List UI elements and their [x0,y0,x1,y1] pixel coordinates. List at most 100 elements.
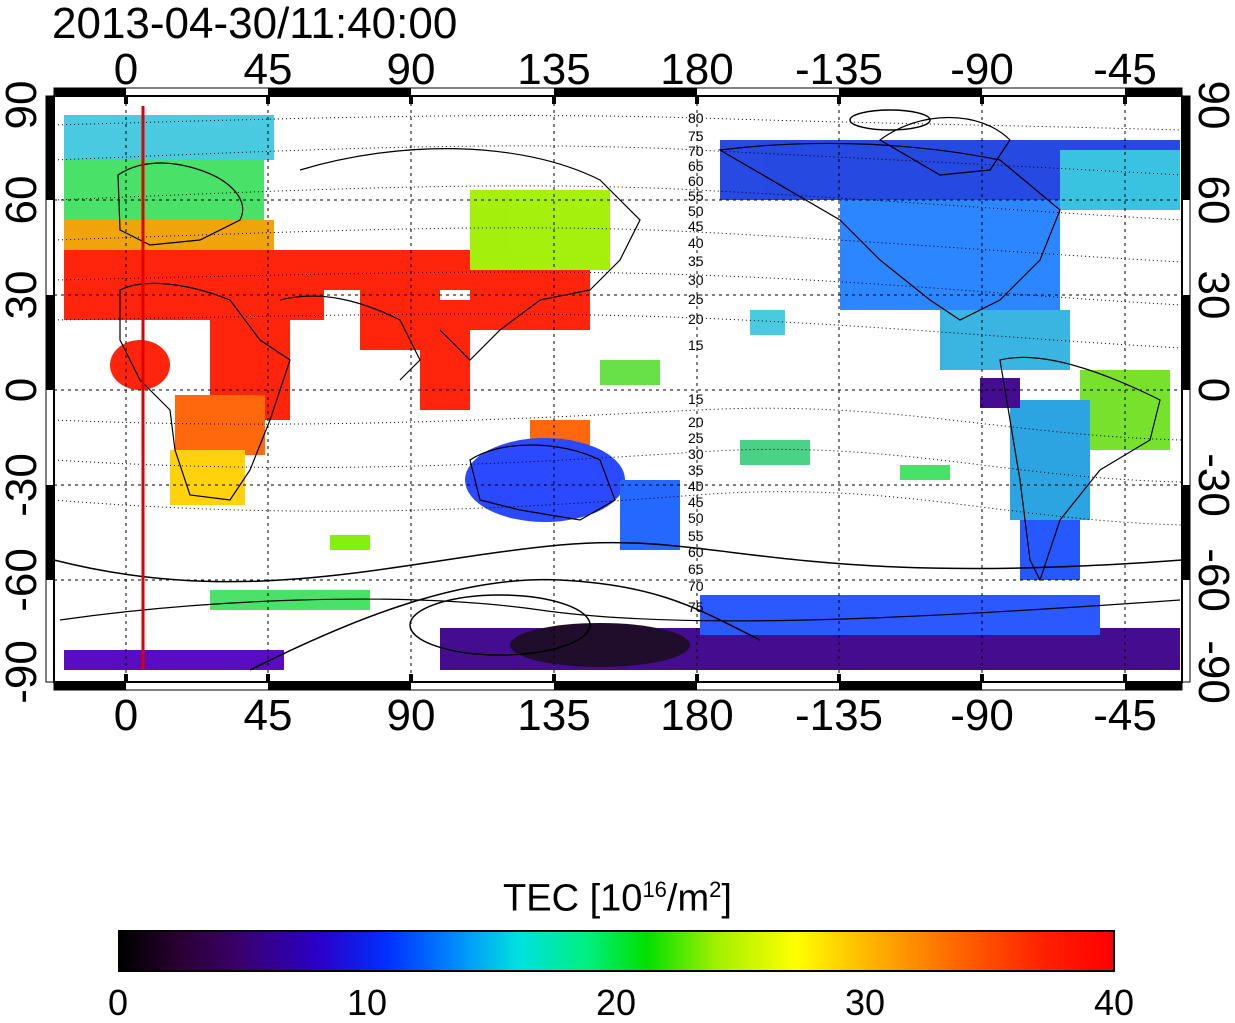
lon-tick-top: -45 [1093,45,1157,94]
lon-ticks-top: 0 45 90 135 180 -135 -90 -45 [114,45,1157,94]
lon-ticks-bottom: 0 45 90 135 180 -135 -90 -45 [114,691,1157,740]
tec-blob [620,480,680,550]
contour-label-group-south: 15 20 25 30 35 40 45 50 55 60 65 70 75 [688,391,704,615]
colorbar-title: TEC [1016/m2] [503,877,732,920]
tec-blob [1060,150,1180,210]
timestamp: 2013-04-30/11:40:00 [52,0,458,48]
lat-tick-right: 90 [1189,81,1235,130]
contour-label: 70 [688,143,704,159]
contour-label: 80 [688,110,704,126]
lon-tick-top: 90 [387,45,436,94]
lon-tick-bottom: 135 [517,691,590,740]
contour-label-group-north: 80 75 70 65 60 55 50 45 40 35 30 25 20 1… [688,110,704,353]
contour-label: 65 [688,561,704,577]
contour-label: 15 [688,337,704,353]
tec-blob [750,310,785,335]
contour-label: 20 [688,414,704,430]
lon-tick-bottom: 90 [387,691,436,740]
lat-ticks-right: 90 60 30 0 -30 -60 -90 [1189,81,1235,704]
lat-tick-right: -90 [1189,640,1235,704]
tec-blob [510,623,690,667]
tec-blob [470,190,610,270]
contour-label: 75 [688,599,704,615]
tec-blob [420,300,470,410]
tec-blob [600,360,660,385]
lon-tick-bottom: -90 [950,691,1014,740]
tec-map: 80 75 70 65 60 55 50 45 40 35 30 25 20 1… [0,45,1235,740]
contour-label: 35 [688,253,704,269]
contour-label: 30 [688,272,704,288]
contour-label: 15 [688,391,704,407]
tec-blob [64,160,264,220]
tec-data-layer [64,115,1180,670]
tec-blob [110,340,170,390]
frame-ticks [124,96,1127,682]
lat-tick-right: -30 [1189,453,1235,517]
contour-label: 30 [688,446,704,462]
lat-tick-left: 90 [0,81,46,130]
contour-label: 70 [688,578,704,594]
contour-label: 25 [688,291,704,307]
contour-label: 60 [688,173,704,189]
tec-blob [840,200,1060,310]
lon-tick-top: 45 [244,45,293,94]
lat-tick-left: 30 [0,271,46,320]
lon-tick-top: 180 [660,45,733,94]
colorbar [118,930,1115,972]
contour-label: 20 [688,311,704,327]
lon-tick-top: 0 [114,45,138,94]
lat-tick-left: -60 [0,548,46,612]
lat-ticks-left: 90 60 30 0 -30 -60 -90 [0,81,46,704]
lat-tick-left: 0 [0,378,46,402]
tec-blob [175,395,265,455]
contour-label: 55 [688,528,704,544]
lat-tick-left: -30 [0,453,46,517]
tec-blob [300,250,470,290]
lat-tick-right: 0 [1189,378,1235,402]
contour-label: 25 [688,430,704,446]
frame-bar-bottom [54,682,1182,690]
tec-blob [700,595,1100,635]
coastlines [59,117,1181,622]
tec-blob [1010,400,1090,520]
contour-lines-solid [53,109,1183,671]
contour-label: 40 [688,235,704,251]
lon-tick-top: -90 [950,45,1014,94]
tec-blob [1080,370,1170,450]
colorbar-tick: 0 [107,982,129,1023]
contour-label: 35 [688,462,704,478]
lon-tick-bottom: 180 [660,691,733,740]
lat-tick-left: 60 [0,176,46,225]
contour-label: 45 [688,494,704,510]
contour-label: 65 [688,158,704,174]
lon-tick-top: 135 [517,45,590,94]
frame-bar-right [1182,96,1190,580]
frame-bar-top [54,88,1182,96]
lon-tick-top: -135 [795,45,883,94]
lon-tick-bottom: -45 [1093,691,1157,740]
tec-blob [900,465,950,480]
lon-tick-bottom: 45 [244,691,293,740]
tec-blob [64,115,274,160]
contour-label: 45 [688,218,704,234]
contour-lines [53,115,1183,526]
contour-label: 40 [688,478,704,494]
tec-blob [64,220,274,250]
tec-blob [330,535,370,550]
colorbar-tick: 20 [595,982,637,1023]
lat-tick-right: 30 [1189,271,1235,320]
contour-label: 50 [688,203,704,219]
lat-tick-right: 60 [1189,176,1235,225]
tec-blob [465,438,625,522]
lon-tick-bottom: -135 [795,691,883,740]
colorbar-tick: 40 [1093,982,1135,1023]
tec-blob [64,650,284,670]
lon-tick-bottom: 0 [114,691,138,740]
gridlines [54,96,1182,682]
tec-blob [470,270,590,330]
contour-label: 60 [688,544,704,560]
tec-blob [980,378,1020,408]
tec-blob [740,440,810,465]
contour-label: 50 [688,510,704,526]
lat-tick-right: -60 [1189,548,1235,612]
